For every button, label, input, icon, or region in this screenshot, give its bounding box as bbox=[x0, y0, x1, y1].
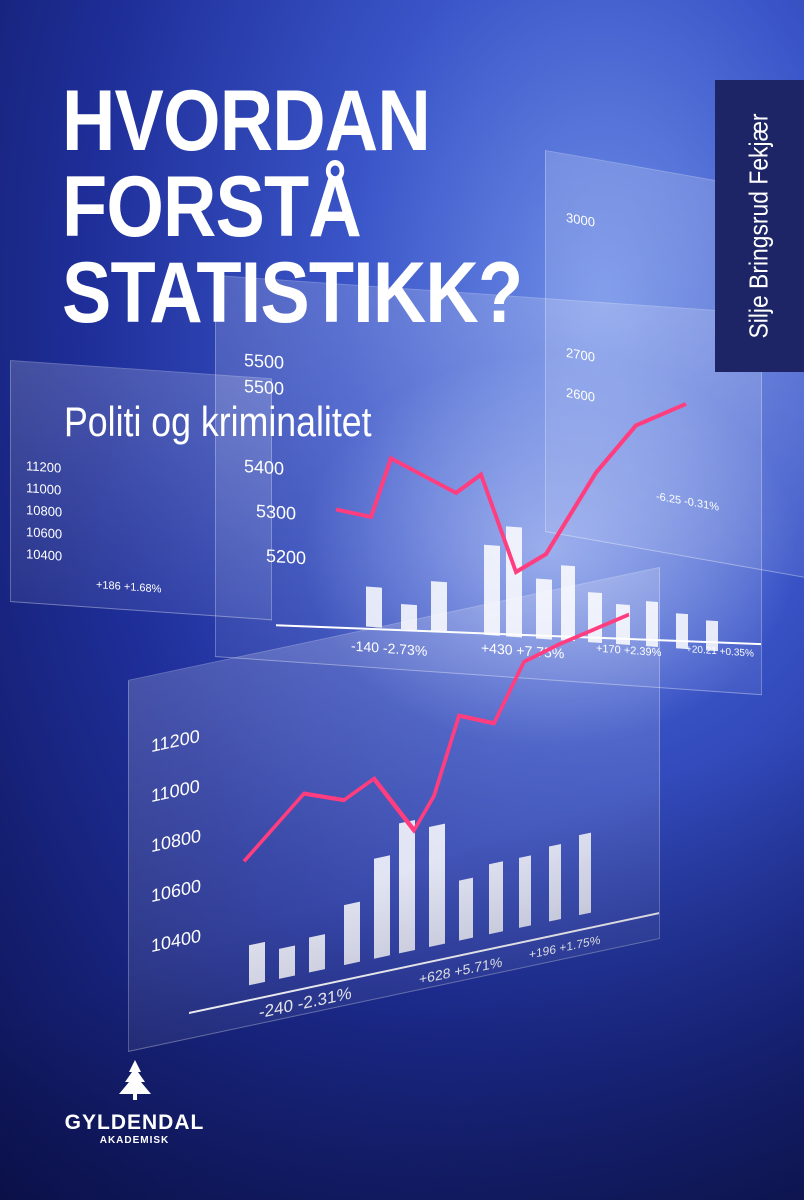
publisher-logo: GYLDENDAL AKADEMISK bbox=[62, 1060, 207, 1146]
annotation: +20.21 +0.35% bbox=[686, 643, 754, 660]
publisher-name: GYLDENDAL bbox=[64, 1111, 205, 1134]
tick-label: 10600 bbox=[26, 524, 63, 542]
tick-label: 2700 bbox=[566, 344, 595, 365]
title-line: HVORDAN bbox=[62, 73, 431, 169]
tick-label: 5200 bbox=[266, 545, 307, 569]
tick-label: 3000 bbox=[566, 209, 595, 230]
annotation: +186 +1.68% bbox=[96, 579, 162, 596]
spruce-tree-icon bbox=[118, 1060, 151, 1100]
author-box: Silje Bringsrud Fekjær bbox=[715, 80, 804, 372]
tick-label: 10600 bbox=[151, 875, 202, 907]
tick-label: 10800 bbox=[151, 825, 202, 857]
tick-label: 5300 bbox=[256, 500, 297, 524]
author-name: Silje Bringsrud Fekjær bbox=[743, 113, 774, 339]
title-line: FORSTÅ bbox=[62, 159, 362, 255]
annotation: +628 +5.71% bbox=[419, 953, 503, 988]
tick-label: 5500 bbox=[244, 350, 285, 373]
annotation: +430 +7.75% bbox=[481, 639, 565, 662]
tick-label: 10800 bbox=[26, 502, 63, 520]
tick-label: 11000 bbox=[26, 480, 62, 498]
tick-label: 11200 bbox=[26, 458, 62, 476]
background-glow bbox=[300, 350, 800, 750]
book-subtitle: Politi og kriminalitet bbox=[64, 398, 372, 445]
annotation: +196 +1.75% bbox=[529, 932, 601, 962]
tick-label: 11000 bbox=[151, 775, 200, 807]
annotation: -240 -2.31% bbox=[259, 983, 352, 1023]
tick-label: 10400 bbox=[26, 546, 63, 564]
tick-label: 5400 bbox=[244, 456, 285, 479]
title-line: STATISTIKK? bbox=[62, 245, 523, 341]
book-title: HVORDAN FORSTÅ STATISTIKK? bbox=[62, 73, 523, 341]
annotation: -6.25 -0.31% bbox=[656, 490, 719, 514]
tick-label: 5500 bbox=[244, 376, 285, 399]
annotation: -140 -2.73% bbox=[351, 637, 428, 659]
annotation: +170 +2.39% bbox=[596, 642, 662, 660]
publisher-imprint: AKADEMISK bbox=[99, 1135, 170, 1146]
tick-label: 10400 bbox=[151, 925, 202, 957]
tick-label: 2600 bbox=[566, 384, 595, 405]
tick-label: 11200 bbox=[151, 725, 200, 757]
